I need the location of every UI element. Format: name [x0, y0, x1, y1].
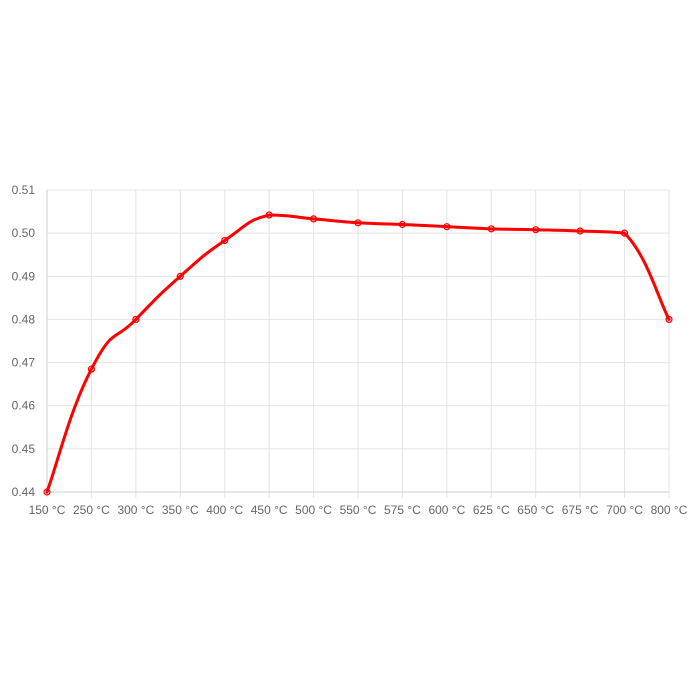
x-tick-label: 300 °C: [117, 503, 154, 517]
x-tick-label: 700 °C: [606, 503, 643, 517]
x-tick-label: 800 °C: [651, 503, 688, 517]
x-tick-label: 500 °C: [295, 503, 332, 517]
data-point[interactable]: [265, 211, 273, 219]
y-tick-label: 0.46: [12, 399, 36, 413]
y-tick-label: 0.51: [12, 183, 36, 197]
data-point[interactable]: [221, 236, 229, 245]
y-tick-label: 0.44: [12, 485, 36, 499]
y-tick-label: 0.45: [12, 442, 36, 456]
x-tick-label: 675 °C: [562, 503, 599, 517]
data-point[interactable]: [620, 229, 629, 237]
data-point[interactable]: [576, 227, 584, 235]
data-point[interactable]: [176, 272, 184, 280]
data-point[interactable]: [665, 315, 673, 324]
data-point[interactable]: [487, 225, 495, 233]
grid: [46, 189, 670, 498]
y-tick-label: 0.48: [12, 312, 36, 326]
x-tick-label: 450 °C: [251, 503, 288, 517]
x-tick-label: 600 °C: [428, 503, 465, 517]
x-tick-label: 150 °C: [29, 503, 66, 517]
data-point[interactable]: [398, 220, 407, 229]
x-tick-label: 650 °C: [517, 503, 554, 517]
data-point[interactable]: [309, 215, 318, 223]
axes: [46, 190, 669, 493]
data-point[interactable]: [43, 488, 51, 496]
data-point[interactable]: [443, 223, 451, 231]
x-tick-label: 400 °C: [206, 503, 243, 517]
x-tick-label: 625 °C: [473, 503, 510, 517]
data-point[interactable]: [532, 226, 540, 234]
y-tick-label: 0.49: [12, 269, 36, 283]
y-tick-label: 0.50: [12, 226, 36, 240]
y-tick-label: 0.47: [12, 356, 36, 370]
x-tick-label: 350 °C: [162, 503, 199, 517]
data-point[interactable]: [354, 219, 362, 227]
y-axis-tick-labels: 0.51 0.50 0.49 0.48 0.47 0.46 0.45 0.44: [12, 183, 36, 499]
x-tick-label: 550 °C: [340, 503, 377, 517]
data-point[interactable]: [87, 365, 96, 373]
x-tick-label: 250 °C: [73, 503, 110, 517]
x-axis-tick-labels: 150 °C 250 °C 300 °C 350 °C 400 °C 450 °C 500 …: [29, 503, 688, 517]
data-point[interactable]: [132, 315, 140, 324]
x-tick-label: 575 °C: [384, 503, 421, 517]
series: [43, 211, 673, 496]
